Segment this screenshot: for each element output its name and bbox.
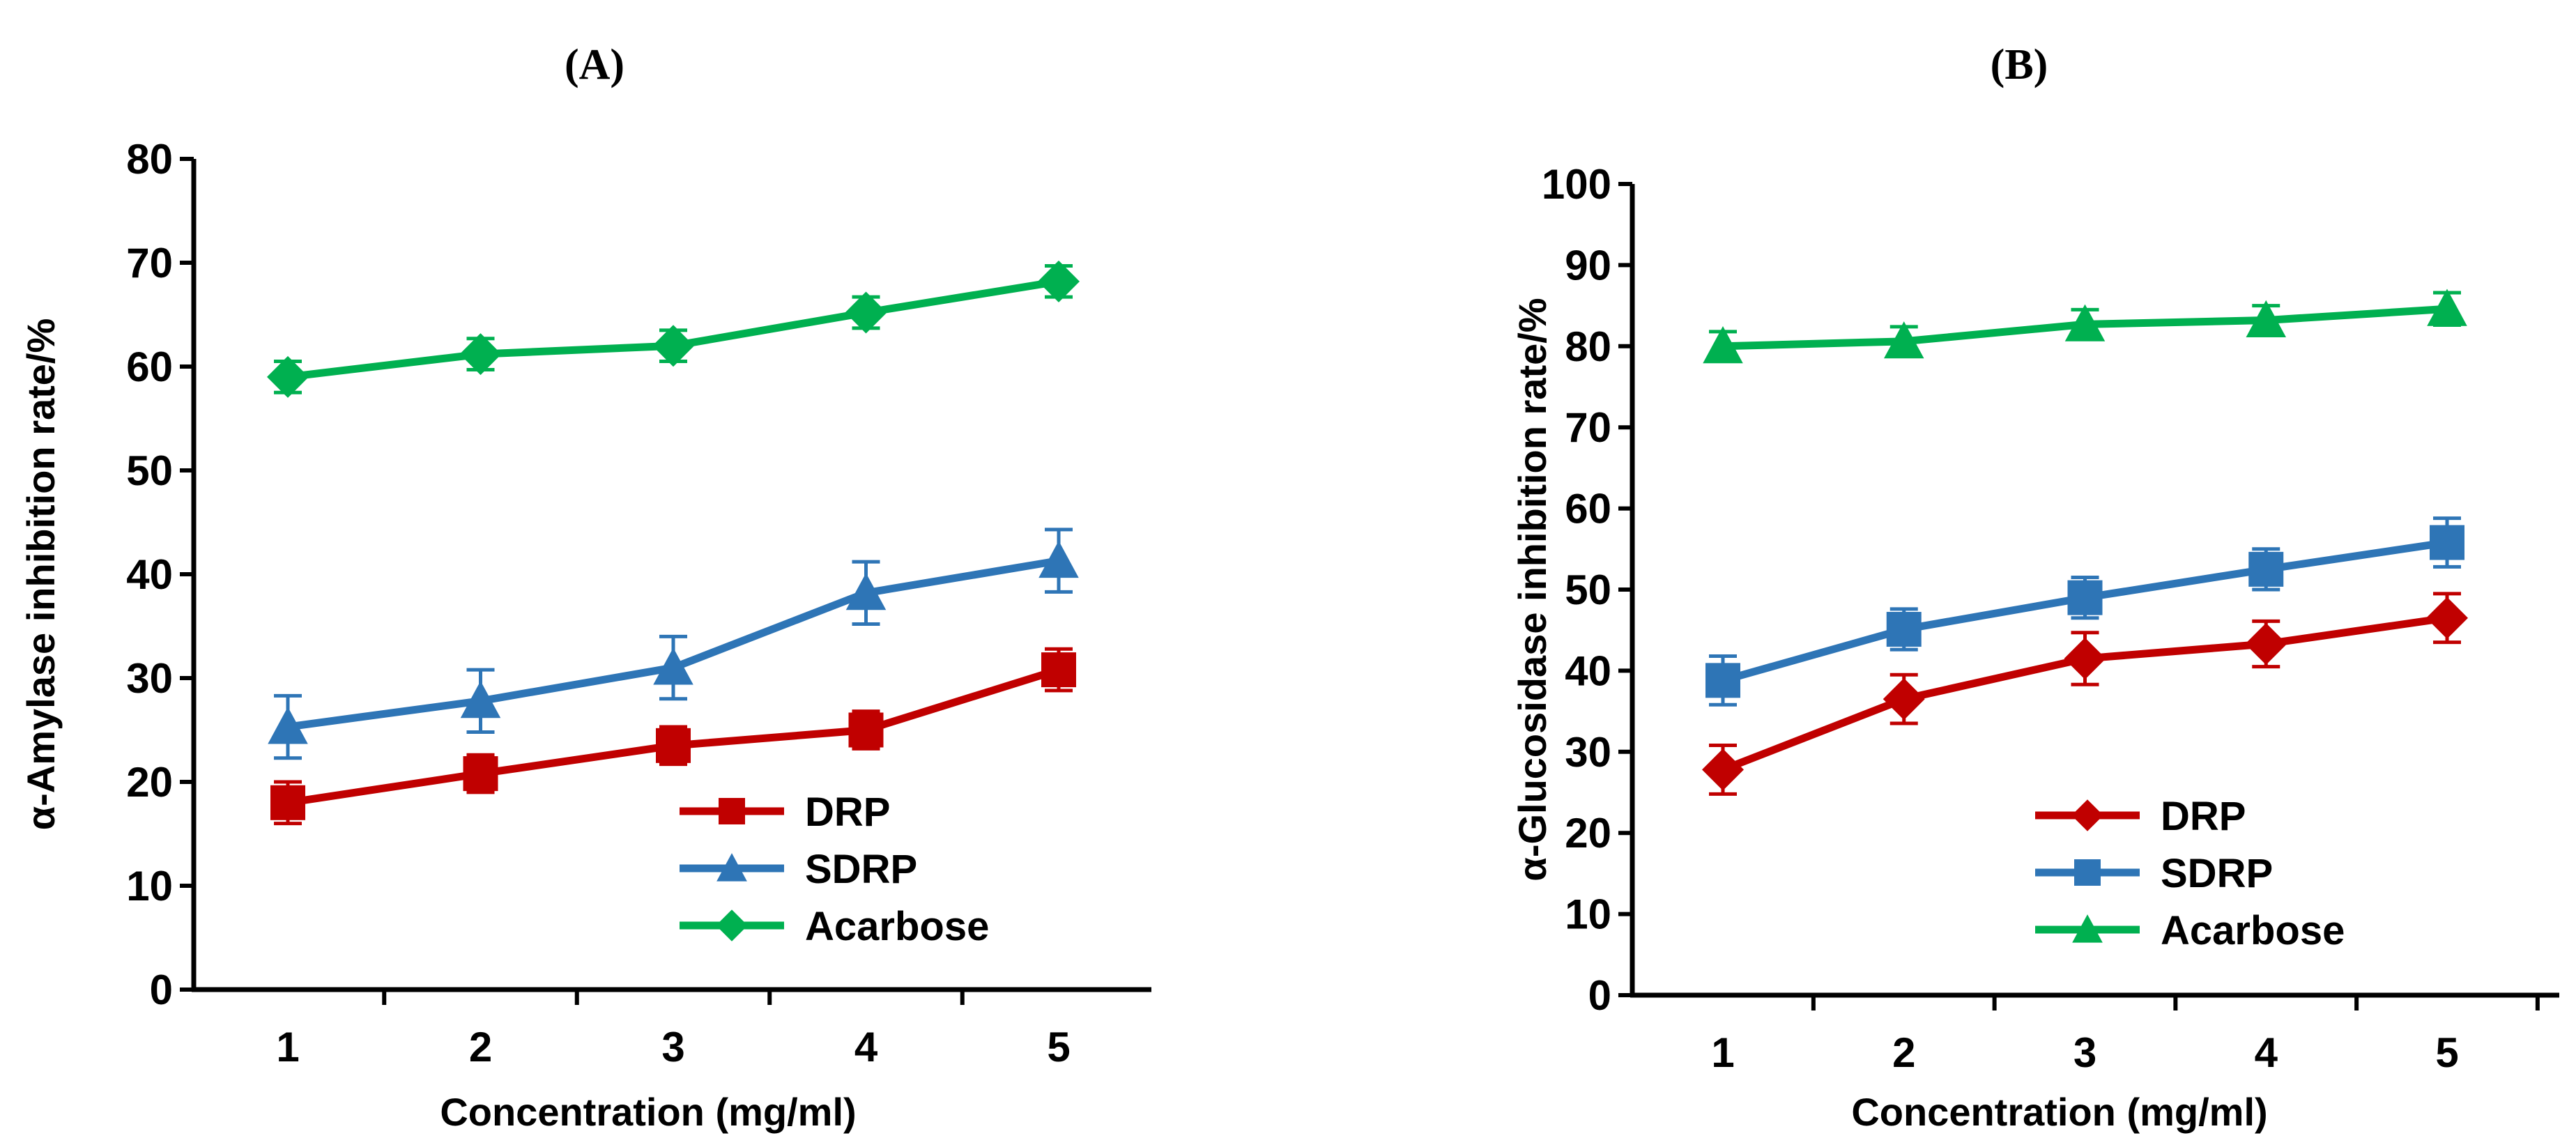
data-point <box>2426 597 2468 639</box>
x-tick-label: 5 <box>1047 1024 1070 1070</box>
legend-marker <box>2072 914 2103 943</box>
data-point <box>1041 652 1076 688</box>
y-tick-label: 20 <box>126 759 173 806</box>
data-point <box>653 647 693 685</box>
legend-item-acarbose: Acarbose <box>2035 908 2345 953</box>
y-tick-label: 80 <box>126 136 173 183</box>
data-point <box>267 355 309 398</box>
panel-label: (A) <box>565 41 624 89</box>
data-point <box>2248 551 2284 587</box>
y-tick-label: 50 <box>1565 567 1611 613</box>
chart-panel-b: (B) 0 10 20 30 40 50 60 70 80 90 100 1 2 3 4 5 Concentrat… <box>1510 41 2559 1134</box>
y-tick-label: 60 <box>1565 486 1611 532</box>
data-point <box>845 573 887 610</box>
y-tick-label: 0 <box>150 967 173 1013</box>
data-point <box>2246 300 2286 337</box>
y-tick-label: 30 <box>126 655 173 702</box>
legend-marker <box>716 909 748 942</box>
x-tick-label: 5 <box>2435 1029 2458 1076</box>
series-acarbose <box>267 260 1080 398</box>
data-point <box>2064 304 2106 341</box>
data-point <box>845 291 887 334</box>
data-point <box>1038 260 1080 302</box>
y-tick-label: 70 <box>126 240 173 286</box>
data-point <box>268 707 308 744</box>
data-point <box>1705 663 1740 698</box>
data-point <box>459 333 502 376</box>
legend-marker <box>2071 799 2103 831</box>
legend-marker <box>2074 859 2101 886</box>
data-point <box>652 325 694 367</box>
data-point <box>463 756 498 792</box>
x-tick-label: 4 <box>854 1024 878 1070</box>
y-tick-label: 20 <box>1565 810 1611 856</box>
x-tick-label: 2 <box>1892 1029 1915 1076</box>
legend-label: SDRP <box>805 847 917 892</box>
series-drp <box>270 647 1076 826</box>
legend-item-sdrp: SDRP <box>680 847 917 892</box>
panel-label: (B) <box>1991 41 2048 89</box>
series-acarbose <box>1703 289 2467 364</box>
legend-item-sdrp: SDRP <box>2035 851 2273 896</box>
x-tick-label: 3 <box>661 1024 684 1070</box>
data-point <box>270 785 305 820</box>
legend-item-acarbose: Acarbose <box>680 904 989 949</box>
y-tick-label: 90 <box>1565 242 1611 289</box>
x-tick-label: 3 <box>2073 1029 2096 1076</box>
y-tick-label: 10 <box>126 863 173 909</box>
x-tick-label: 2 <box>469 1024 492 1070</box>
legend-label: DRP <box>805 790 890 835</box>
series-sdrp <box>1705 516 2464 707</box>
data-point <box>848 712 884 748</box>
data-point <box>1703 326 1743 364</box>
legend-marker <box>716 853 747 882</box>
legend-label: SDRP <box>2161 851 2273 896</box>
x-tick-label: 4 <box>2255 1029 2278 1076</box>
data-point <box>2430 525 2464 560</box>
y-tick-label: 60 <box>126 344 173 390</box>
x-axis-title: Concentration (mg/ml) <box>440 1090 856 1134</box>
x-axis-title: Concentration (mg/ml) <box>1851 1090 2267 1134</box>
legend-item-drp: DRP <box>2035 794 2246 839</box>
data-point <box>1702 748 1744 791</box>
data-point <box>2245 622 2287 665</box>
x-tick-label: 1 <box>276 1024 299 1070</box>
y-tick-label: 40 <box>1565 647 1611 694</box>
y-tick-label: 50 <box>126 447 173 494</box>
y-axis-title: α-Glucosidase inhibition rate/% <box>1510 298 1554 881</box>
data-point <box>460 681 501 718</box>
y-tick-label: 10 <box>1565 891 1611 938</box>
chart-panel-a: (A) 0 10 20 30 40 50 60 70 80 1 2 3 4 5 Concentration (… <box>19 41 1151 1134</box>
data-point <box>1884 321 1924 359</box>
series-sdrp <box>268 528 1079 760</box>
x-tick-label: 1 <box>1711 1029 1734 1076</box>
data-point <box>656 728 691 763</box>
y-tick-label: 30 <box>1565 729 1611 776</box>
y-tick-label: 100 <box>1542 161 1611 208</box>
data-point <box>1038 540 1079 578</box>
data-point <box>1883 678 1925 721</box>
data-point <box>2067 580 2103 615</box>
legend-label: DRP <box>2161 794 2246 839</box>
data-point <box>2427 289 2467 326</box>
y-axis-title: α-Amylase inhibition rate/% <box>19 318 63 831</box>
series-drp <box>1702 592 2468 796</box>
legend-label: Acarbose <box>2161 908 2345 953</box>
legend-item-drp: DRP <box>680 790 890 835</box>
y-tick-label: 80 <box>1565 323 1611 370</box>
legend-label: Acarbose <box>805 904 989 949</box>
y-tick-label: 0 <box>1588 972 1611 1019</box>
y-tick-label: 40 <box>126 551 173 598</box>
data-point <box>2064 637 2106 679</box>
y-tick-label: 70 <box>1565 404 1611 451</box>
legend-marker <box>719 798 745 824</box>
data-point <box>1886 612 1922 647</box>
